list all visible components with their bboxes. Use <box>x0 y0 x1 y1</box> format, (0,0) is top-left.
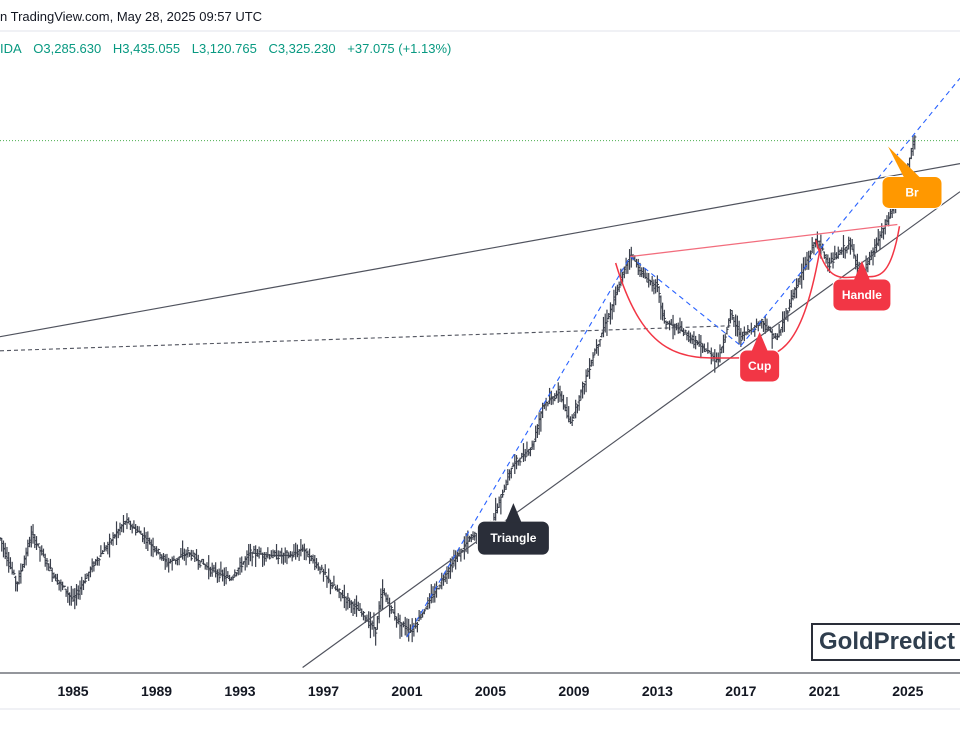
x-axis: 1985 1989 1993 1997 2001 2005 2009 2013 2017 2021… <box>57 683 923 699</box>
x-tick-label: 1985 <box>57 683 88 699</box>
channel-up-dashed <box>406 256 631 638</box>
callout-label: Br <box>905 185 919 199</box>
callout-label: Handle <box>842 288 882 302</box>
open-value: O3,285.630 <box>33 41 102 56</box>
x-tick-label: 2025 <box>892 683 923 699</box>
source-line: n TradingView.com, May 28, 2025 09:57 UT… <box>0 9 263 24</box>
x-tick-label: 2017 <box>725 683 756 699</box>
neckline-dashed <box>0 325 731 352</box>
callout-cup: Cup <box>739 331 781 383</box>
x-tick-label: 2009 <box>558 683 589 699</box>
ohlc-bars <box>0 135 917 646</box>
callout-br: Br <box>881 146 943 209</box>
upper-trendline <box>0 163 960 338</box>
callout-pointer <box>505 503 522 523</box>
chart-frame <box>0 30 960 710</box>
callout-triangle: Triangle <box>476 503 550 556</box>
callout-pointer <box>751 331 768 351</box>
callout-pointer <box>888 146 920 178</box>
pattern-callouts: Triangle Cup Handle Br <box>476 146 943 556</box>
resistance-line <box>630 223 898 258</box>
lower-trendline <box>302 191 960 668</box>
callout-pointer <box>853 260 870 280</box>
callout-label: Triangle <box>490 531 536 545</box>
x-tick-label: 2001 <box>391 683 422 699</box>
channel-up-dashed-2 <box>740 77 960 347</box>
callout-handle: Handle <box>832 260 892 312</box>
change-value: +37.075 (+1.13%) <box>347 41 452 56</box>
close-value: C3,325.230 <box>268 41 336 56</box>
callout-label: Cup <box>748 359 771 373</box>
watermark-logo: GoldPredict <box>811 623 960 661</box>
x-tick-label: 1993 <box>224 683 255 699</box>
low-value: L3,120.765 <box>191 41 257 56</box>
channel-down-dashed <box>629 256 742 347</box>
x-tick-label: 2021 <box>809 683 840 699</box>
ohlc-readout: IDA O3,285.630 H3,435.055 L3,120.765 C3,… <box>0 41 459 56</box>
x-tick-label: 2005 <box>475 683 506 699</box>
symbol-fragment: IDA <box>0 41 22 56</box>
high-value: H3,435.055 <box>112 41 181 56</box>
x-tick-label: 1997 <box>308 683 339 699</box>
x-tick-label: 1989 <box>141 683 172 699</box>
x-tick-label: 2013 <box>642 683 673 699</box>
drawing-tools <box>0 77 960 668</box>
